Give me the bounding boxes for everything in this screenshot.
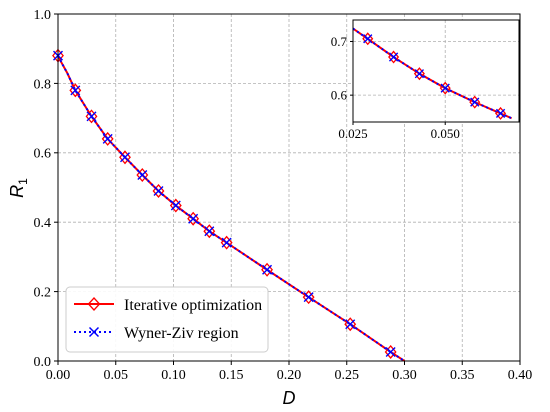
legend-item-wyner-ziv: Wyner-Ziv region: [74, 325, 239, 342]
main-x-tick-label: 0.10: [161, 368, 186, 383]
y-axis-label: R1: [7, 178, 30, 198]
inset-x-tick-label: 0.025: [338, 126, 367, 141]
main-x-tick-label: 0.15: [219, 368, 244, 383]
main-point-x: [385, 346, 396, 357]
main-x-tick-label: 0.30: [392, 368, 417, 383]
inset-frame: [352, 19, 520, 123]
inset-series-line-1: [353, 27, 513, 120]
legend-item-iterative: Iterative optimization: [74, 297, 262, 314]
main-x-tick-label: 0.40: [508, 368, 533, 383]
inset-point-x: [388, 52, 399, 62]
main-y-tick-label: 0.8: [34, 77, 52, 92]
main-x-ticks: 0.00 0.05 0.10 0.15 0.20 0.25 0.30 0.35 0.40: [46, 361, 533, 383]
main-y-ticks: 0.0 0.2 0.4 0.6 0.8 1.0: [34, 8, 58, 370]
main-point-x: [221, 237, 232, 248]
main-y-tick-label: 0.2: [34, 286, 52, 301]
main-point-x: [153, 185, 164, 196]
inset-point-diamond: [362, 32, 374, 46]
inset-y-tick-label: 0.6: [331, 88, 348, 103]
main-point-diamond: [220, 235, 233, 250]
main-y-tick-label: 0.0: [34, 355, 52, 370]
main-point-diamond: [203, 224, 216, 239]
inset-markers-layer: [362, 32, 507, 120]
main-point-x: [70, 85, 81, 96]
inset-point-diamond: [413, 67, 425, 81]
main-point-diamond: [69, 83, 82, 98]
inset-x-ticks: 0.025 0.050: [338, 122, 460, 141]
y-axis-label-subscript: 1: [16, 178, 30, 185]
inset-point-x: [363, 34, 373, 44]
inset-y-ticks: 0.6 0.7: [331, 34, 353, 103]
main-point-x: [262, 264, 273, 275]
main-y-tick-label: 0.4: [34, 216, 52, 231]
legend-label-wyner-ziv: Wyner-Ziv region: [124, 325, 239, 342]
inset-point-diamond: [469, 95, 481, 109]
main-x-tick-label: 0.25: [335, 368, 360, 383]
x-axis-label: D: [283, 388, 296, 408]
main-x-tick-label: 0.05: [104, 368, 129, 383]
inset-y-tick-label: 0.7: [331, 34, 348, 49]
main-x-tick-label: 0.00: [46, 368, 71, 383]
inset-point-x: [414, 69, 425, 79]
main-point-diamond: [187, 211, 200, 226]
main-point-diamond: [101, 131, 114, 146]
main-y-tick-label: 1.0: [34, 8, 52, 23]
main-point-diamond: [169, 198, 182, 213]
main-point-x: [119, 152, 130, 163]
main-series-layer: [58, 55, 406, 361]
y-axis-label-main: R: [7, 185, 27, 198]
inset-point-x: [495, 108, 506, 119]
main-point-diamond: [261, 262, 274, 277]
inset-point-diamond: [495, 106, 507, 120]
legend-marker-wyner-ziv: [88, 326, 100, 338]
main-x-tick-label: 0.20: [277, 368, 302, 383]
legend-marker-iterative: [87, 297, 101, 311]
main-y-tick-label: 0.6: [34, 147, 52, 162]
main-point-x: [204, 226, 215, 237]
main-series-line-1: [58, 55, 406, 361]
main-point-x: [86, 111, 97, 122]
main-point-x: [170, 200, 181, 211]
inset-point-x: [440, 83, 450, 93]
main-point-diamond: [384, 344, 397, 359]
inset-background: [353, 20, 519, 122]
inset-series-layer: [353, 27, 513, 120]
main-plot-frame: [57, 13, 521, 362]
legend-label-iterative: Iterative optimization: [124, 297, 262, 314]
main-point-diamond: [152, 183, 165, 198]
legend-box: [65, 286, 269, 353]
main-point-x: [303, 292, 314, 303]
main-point-x: [102, 133, 113, 144]
main-point-diamond: [344, 317, 357, 332]
main-point-diamond: [119, 150, 131, 165]
main-point-diamond: [302, 290, 315, 305]
main-point-x: [137, 170, 148, 181]
inset-point-x: [470, 97, 480, 107]
main-point-diamond: [136, 168, 149, 183]
inset-point-diamond: [439, 81, 451, 95]
inset-point-diamond: [388, 50, 400, 64]
main-x-tick-label: 0.35: [450, 368, 475, 383]
legend: Iterative optimization Wyner-Ziv region: [65, 286, 269, 353]
main-point-x: [345, 319, 356, 330]
svg-text:R1: R1: [7, 178, 30, 198]
main-point-diamond: [85, 109, 98, 124]
inset-x-tick-label: 0.050: [431, 126, 460, 141]
inset-chart: 0.025 0.050 0.6 0.7: [331, 19, 520, 141]
main-point-x: [188, 213, 199, 224]
